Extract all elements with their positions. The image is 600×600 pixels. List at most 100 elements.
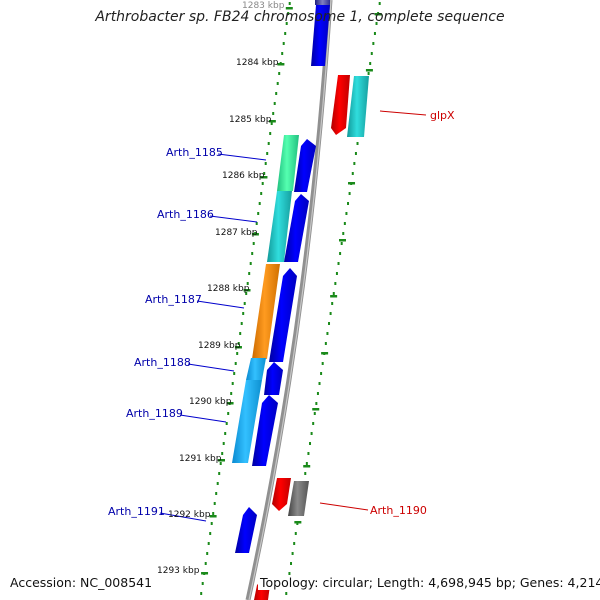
tick-dot — [305, 462, 308, 465]
tick-dot — [204, 562, 207, 565]
tick-mark — [268, 120, 276, 123]
tick-mark — [226, 402, 234, 405]
tick-dot — [216, 482, 219, 485]
tick-dot — [367, 72, 370, 75]
gene-arrow[interactable] — [315, 0, 330, 5]
gene-label-glpx[interactable]: glpX — [430, 109, 455, 122]
tick-dot — [332, 292, 335, 295]
tick-dot — [242, 312, 245, 315]
tick-dot — [291, 552, 294, 555]
tick-dot — [245, 292, 248, 295]
tick-dot — [304, 472, 307, 475]
tick-dot — [281, 52, 284, 55]
tick-dot — [233, 372, 236, 375]
tick-dot — [252, 242, 255, 245]
tick-dot — [370, 52, 373, 55]
tick-dot — [269, 132, 272, 135]
tick-dot — [318, 382, 321, 385]
gene-arrow-arth-1190[interactable] — [272, 478, 291, 511]
tick-mark — [218, 459, 225, 462]
tick-dot — [347, 202, 350, 205]
tick-dot — [224, 432, 227, 435]
gene-label-arth-1188[interactable]: Arth_1188 — [134, 356, 191, 369]
tick-mark — [260, 176, 268, 179]
tick-dot — [251, 252, 254, 255]
tick-dot — [231, 382, 234, 385]
gene-arrow[interactable] — [269, 268, 297, 362]
gene-arrow[interactable] — [252, 395, 278, 466]
tick-dot — [315, 402, 318, 405]
tick-dot — [321, 362, 324, 365]
tick-dot — [284, 32, 287, 35]
tick-dot — [234, 362, 237, 365]
tick-dot — [267, 142, 270, 145]
tick-dot — [260, 192, 263, 195]
gene-arrow-arth-1186[interactable] — [267, 191, 292, 262]
gene-arrow-arth-1185[interactable] — [277, 135, 299, 191]
gene-arrow[interactable] — [264, 362, 283, 395]
gene-track — [232, 0, 369, 600]
gene-arrow[interactable] — [284, 194, 309, 262]
tick-dot — [290, 562, 293, 565]
gene-label-arth-1190[interactable]: Arth_1190 — [370, 504, 427, 517]
tick-dot — [288, 2, 291, 5]
tick-dot — [310, 432, 313, 435]
map-title: Arthrobacter sp. FB24 chromosome 1, comp… — [95, 9, 505, 25]
tick-label-1284: 1284 kbp — [236, 58, 279, 68]
gene-arrow[interactable] — [311, 5, 330, 66]
tick-dot — [213, 502, 216, 505]
tick-dot — [239, 332, 242, 335]
accession-text: Accession: NC_008541 — [8, 575, 155, 590]
gene-arrow-glpx[interactable] — [331, 75, 350, 135]
tick-dot — [206, 552, 209, 555]
gene-arrow-arth-1188[interactable] — [246, 358, 266, 380]
gene-label-arth-1187[interactable]: Arth_1187 — [145, 293, 202, 306]
tick-dot — [309, 442, 312, 445]
tick-label-1288: 1288 kbp — [207, 284, 250, 294]
gene-arrow[interactable] — [288, 481, 309, 516]
tick-dot — [340, 242, 343, 245]
gene-label-arth-1186[interactable]: Arth_1186 — [157, 208, 214, 221]
tick-dot — [307, 452, 310, 455]
tick-dot — [264, 162, 267, 165]
tick-dot — [227, 412, 230, 415]
tick-dot — [236, 352, 239, 355]
tick-dot — [378, 2, 381, 5]
tick-dot — [200, 592, 203, 595]
tick-dot — [313, 412, 316, 415]
tick-dot — [278, 72, 281, 75]
tick-dot — [257, 212, 260, 215]
genome-backbone — [245, 0, 333, 600]
tick-label-1290: 1290 kbp — [189, 397, 232, 407]
gene-arrow-arth-1189[interactable] — [232, 380, 262, 463]
gene-label-arth-1191[interactable]: Arth_1191 — [108, 505, 165, 518]
gene-label-arth-1185[interactable]: Arth_1185 — [166, 146, 223, 159]
tick-dot — [201, 582, 204, 585]
gene-arrow-arth-1187[interactable] — [252, 264, 280, 359]
tick-dot — [288, 572, 291, 575]
gene-label-arth-1189[interactable]: Arth_1189 — [126, 407, 183, 420]
tick-dot — [258, 202, 261, 205]
tick-dot — [293, 542, 296, 545]
tick-dot — [324, 342, 327, 345]
tick-mark — [209, 515, 217, 518]
tick-label-1286: 1286 kbp — [222, 171, 265, 181]
tick-dot — [237, 342, 240, 345]
tick-mark — [321, 352, 329, 355]
tick-dot — [320, 372, 323, 375]
tick-dot — [270, 122, 273, 125]
gene-arrow[interactable] — [294, 139, 316, 192]
gene-arrow[interactable] — [347, 76, 369, 137]
gene-arrow-arth-1191[interactable] — [235, 507, 257, 553]
tick-dot — [276, 82, 279, 85]
tick-dot — [285, 592, 288, 595]
tick-dot — [294, 532, 297, 535]
tick-dot — [218, 472, 221, 475]
tick-dot — [328, 322, 331, 325]
tick-dot — [373, 32, 376, 35]
tick-label-1293: 1293 kbp — [157, 566, 200, 576]
topology-text: Topology: circular; Length: 4,698,945 bp… — [258, 575, 600, 590]
tick-dot — [372, 42, 375, 45]
tick-dot — [249, 262, 252, 265]
